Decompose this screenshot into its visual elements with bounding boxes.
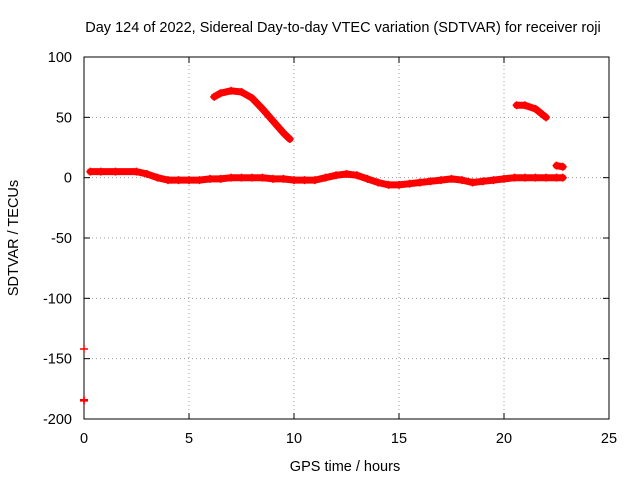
data-point [174,176,183,185]
data-point [185,176,193,185]
data-point [269,116,277,125]
data-point [237,87,246,96]
data-point [342,170,351,179]
series-line [513,101,550,121]
data-point [321,173,330,182]
data-point [143,170,151,179]
x-tick-label: 5 [185,431,193,447]
series-main-track [86,167,567,189]
y-tick-label: -150 [43,352,72,368]
data-point [416,178,424,187]
data-point [363,174,372,183]
x-axis-label: GPS time / hours [290,459,400,475]
data-point [210,92,219,101]
data-point [111,167,120,176]
x-tick-label: 0 [80,431,88,447]
data-point [468,178,477,187]
data-point [164,176,172,185]
data-point [216,174,225,183]
data-point [227,173,235,182]
x-tick-label: 10 [286,431,302,447]
chart-title: Day 124 of 2022, Sidereal Day-to-day VTE… [85,20,601,36]
axis-ticks: 0 5 10 15 20 25 -200 -150 -100 -50 0 50 100 [43,50,617,447]
x-tick-label: 15 [391,431,407,447]
data-point [237,173,246,182]
data-point [500,174,508,183]
y-tick-label: -50 [51,231,72,247]
data-point [248,173,256,182]
x-tick-label: 25 [601,431,617,447]
series-arc-2 [512,101,550,122]
data-point [558,173,567,182]
data-series [80,86,567,405]
data-point [384,180,393,189]
data-point [216,89,225,98]
data-point [542,113,550,122]
data-point [132,167,141,176]
data-point [521,173,529,182]
x-tick-label: 20 [496,431,512,447]
data-point [531,173,540,182]
data-point [311,176,319,185]
y-axis-label: SDTVAR / TECUs [6,180,22,296]
data-point [279,174,288,183]
data-point [405,179,414,188]
series-short-segment [552,161,567,171]
data-point [437,176,445,185]
data-point [80,345,88,354]
data-point [374,178,382,187]
data-point [510,173,519,182]
grid [84,57,609,419]
data-point [521,101,529,110]
data-point [279,129,288,138]
data-point [447,174,456,183]
data-point [206,174,214,183]
data-point [353,171,361,180]
data-point [248,94,256,103]
series-outliers [80,345,88,405]
data-point [542,173,550,182]
data-point [258,173,267,182]
series-arc-1 [210,86,294,144]
data-point [512,101,521,110]
data-point [285,135,294,144]
data-point [195,176,204,185]
y-tick-label: 100 [48,50,72,66]
data-point [426,177,435,186]
data-point [558,162,567,171]
data-point [269,174,277,183]
data-point [479,177,487,186]
data-point [489,176,498,185]
data-point [86,167,95,176]
data-point [96,167,105,176]
data-point [153,173,162,182]
y-tick-label: -200 [43,412,72,428]
data-point [332,171,340,180]
data-point [290,176,298,185]
data-point [395,180,403,189]
data-point [258,104,267,113]
y-tick-label: 50 [56,110,72,126]
data-point [552,161,561,170]
y-tick-label: 0 [64,171,72,187]
data-point [227,86,235,95]
data-point [531,104,540,113]
data-point [300,176,309,185]
data-point [80,396,88,405]
y-tick-label: -100 [43,291,72,307]
data-point [458,176,466,185]
